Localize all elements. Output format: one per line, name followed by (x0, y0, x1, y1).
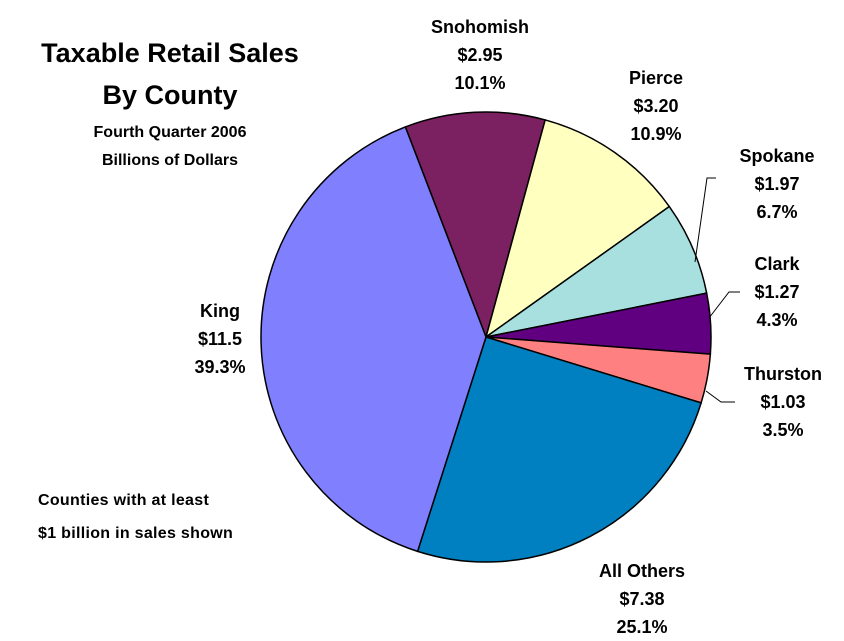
chart-note-line1: Counties with at least (38, 492, 210, 509)
slice-value-pierce: $3.20 (633, 96, 678, 116)
slice-percent-spokane: 6.7% (756, 202, 797, 222)
leader-line-thurston (705, 390, 735, 403)
pie-slice-snohomish (404, 111, 547, 340)
slice-percent-thurston: 3.5% (762, 420, 803, 440)
slice-value-snohomish: $2.95 (457, 45, 502, 65)
slice-value-spokane: $1.97 (754, 174, 799, 194)
slice-label-thurston: Thurston (744, 364, 822, 384)
slice-label-snohomish: Snohomish (431, 17, 529, 37)
pie-slice-all-others (416, 336, 703, 563)
slice-percent-clark: 4.3% (756, 310, 797, 330)
slice-value-king: $11.5 (198, 329, 242, 349)
slice-percent-snohomish: 10.1% (454, 73, 505, 93)
chart-note-line2: $1 billion in sales shown (38, 525, 234, 542)
slice-label-clark: Clark (754, 254, 800, 274)
slice-label-pierce: Pierce (629, 68, 683, 88)
chart-subtitle: Fourth Quarter 2006 (93, 124, 247, 141)
chart-subtitle-line2: Billions of Dollars (101, 152, 238, 169)
slice-percent-all-others: 25.1% (616, 617, 667, 637)
leader-line-clark (708, 291, 740, 319)
slice-percent-king: 39.3% (194, 357, 245, 377)
slice-percent-pierce: 10.9% (630, 124, 681, 144)
leader-line-spokane (694, 177, 716, 263)
pie-slice-pierce (484, 118, 671, 339)
slice-label-king: King (200, 301, 240, 321)
slice-value-thurston: $1.03 (760, 392, 805, 412)
slice-value-all-others: $7.38 (619, 589, 664, 609)
slice-label-all-others: All Others (599, 561, 685, 581)
chart-title: Taxable Retail Sales (41, 38, 299, 68)
pie-slice-king (260, 125, 487, 553)
chart-title-line2: By County (102, 80, 238, 110)
slice-label-spokane: Spokane (739, 146, 814, 166)
slice-value-clark: $1.27 (754, 282, 799, 302)
